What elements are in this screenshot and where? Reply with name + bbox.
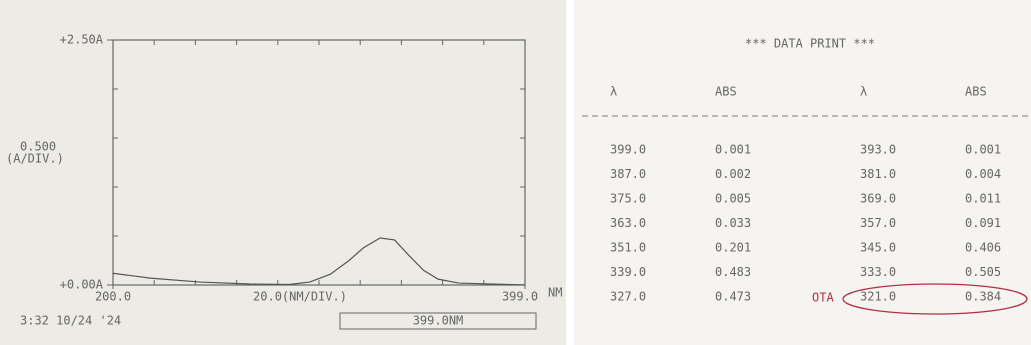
table-cell: 0.001: [965, 143, 1001, 157]
column-header: λ: [860, 85, 867, 99]
column-header: ABS: [965, 85, 987, 99]
table-cell: 0.033: [715, 216, 751, 230]
timestamp: 3:32 10/24 '24: [20, 314, 121, 328]
table-cell: 0.011: [965, 192, 1001, 206]
table-cell: 0.384: [965, 290, 1001, 304]
table-cell: 0.005: [715, 192, 751, 206]
table-cell: 0.505: [965, 265, 1001, 279]
x-unit: NM: [548, 286, 562, 300]
x-scale: 20.0(NM/DIV.): [253, 290, 347, 304]
table-cell: 357.0: [860, 216, 896, 230]
column-header: ABS: [715, 85, 737, 99]
table-cell: 369.0: [860, 192, 896, 206]
y-tick-label: +2.50A: [60, 33, 104, 47]
table-cell: 363.0: [610, 216, 646, 230]
table-cell: 381.0: [860, 167, 896, 181]
table-cell: 0.001: [715, 143, 751, 157]
x-tick-label: 200.0: [95, 290, 131, 304]
y-scale-unit: (A/DIV.): [6, 152, 64, 166]
column-header: λ: [610, 85, 617, 99]
table-cell: 0.483: [715, 265, 751, 279]
table-cell: 375.0: [610, 192, 646, 206]
table-cell: 0.002: [715, 167, 751, 181]
table-cell: 0.004: [965, 167, 1001, 181]
table-cell: 387.0: [610, 167, 646, 181]
table-cell: 393.0: [860, 143, 896, 157]
x-tick-label: 399.0: [502, 290, 538, 304]
table-cell: 0.406: [965, 241, 1001, 255]
table-cell: 351.0: [610, 241, 646, 255]
table-cell: 321.0: [860, 290, 896, 304]
table-cell: 339.0: [610, 265, 646, 279]
table-cell: 399.0: [610, 143, 646, 157]
table-cell: 0.091: [965, 216, 1001, 230]
readout: 399.0NM: [413, 314, 464, 328]
page: 0.500 (A/DIV.) 20.0(NM/DIV.) NM 3:32 10/…: [0, 0, 1031, 345]
table-cell: 327.0: [610, 290, 646, 304]
handwritten-note: OTA: [812, 291, 834, 305]
table-cell: 0.201: [715, 241, 751, 255]
printout: 0.500 (A/DIV.) 20.0(NM/DIV.) NM 3:32 10/…: [0, 0, 1031, 345]
table-cell: 333.0: [860, 265, 896, 279]
table-cell: 0.473: [715, 290, 751, 304]
table-cell: 345.0: [860, 241, 896, 255]
table-title: *** DATA PRINT ***: [745, 37, 875, 51]
